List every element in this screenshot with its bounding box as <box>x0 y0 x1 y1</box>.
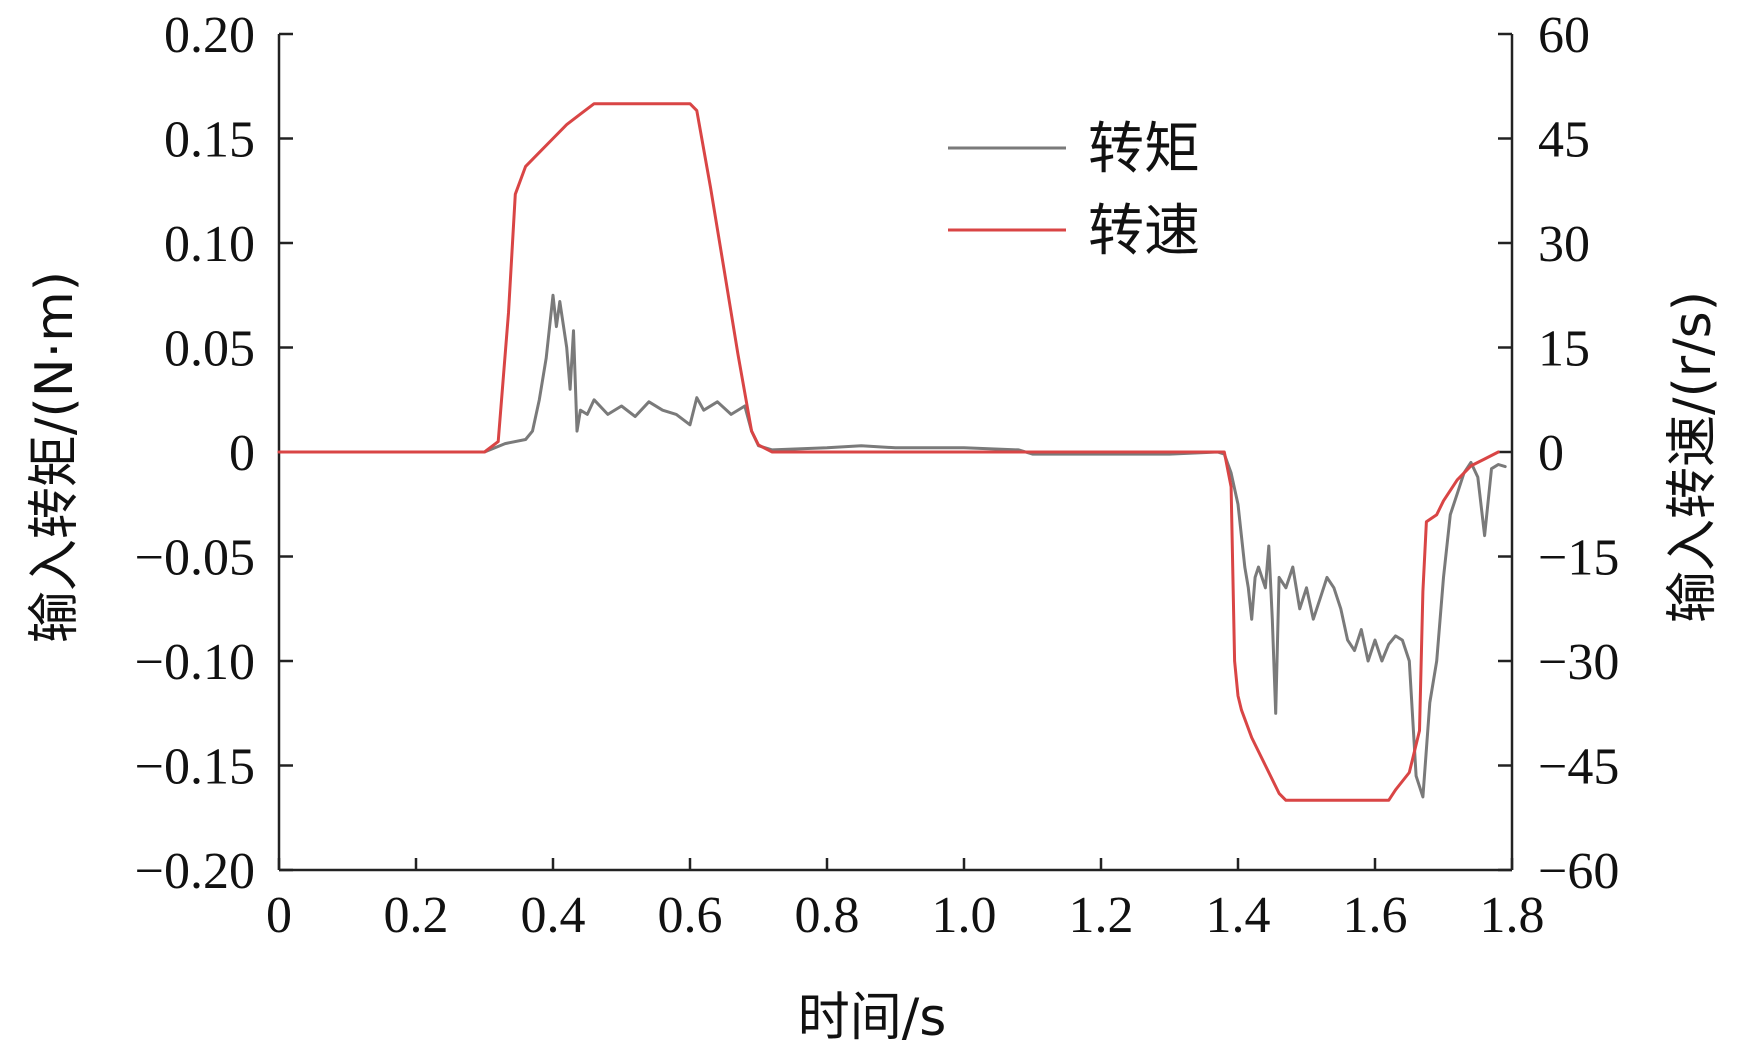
left-y-tick-label: 0.20 <box>164 7 255 64</box>
right-y-tick-label: −30 <box>1538 634 1619 691</box>
left-y-tick-label: 0.05 <box>164 321 255 378</box>
series-line-torque <box>277 293 1507 799</box>
left-y-tick-label: 0 <box>229 425 255 482</box>
right-y-tick-label: −60 <box>1538 843 1619 900</box>
x-tick-label: 1.4 <box>1206 887 1271 944</box>
left-y-axis-ticks: 0.20 0.15 0.10 0.05 0 −0.05 −0.10 −0.15 −0.20 <box>135 7 293 900</box>
x-tick-label: 1.2 <box>1069 887 1134 944</box>
left-y-tick-label: −0.05 <box>135 530 255 587</box>
right-y-tick-label: 0 <box>1538 425 1564 482</box>
x-tick-label: 1.6 <box>1343 887 1408 944</box>
right-y-tick-label: 15 <box>1538 321 1590 378</box>
left-y-tick-label: 0.10 <box>164 216 255 273</box>
right-y-axis-title: 输入转速/(r/s) <box>1663 291 1723 623</box>
x-tick-label: 1.8 <box>1480 887 1545 944</box>
right-y-tick-label: 45 <box>1538 112 1590 169</box>
left-y-axis-title: 输入转矩/(N·m) <box>25 271 85 643</box>
left-y-tick-label: −0.10 <box>135 634 255 691</box>
left-y-tick-label: −0.15 <box>135 739 255 796</box>
x-tick-label: 0.8 <box>795 887 860 944</box>
x-tick-label: 0 <box>266 887 292 944</box>
series-line-speed <box>277 102 1500 802</box>
right-y-tick-label: 30 <box>1538 216 1590 273</box>
left-y-tick-label: 0.15 <box>164 112 255 169</box>
x-tick-label: 0.6 <box>658 887 723 944</box>
x-axis-ticks: 0 0.2 0.4 0.6 0.8 1.0 1.2 1.4 1.6 1.8 <box>266 858 1545 944</box>
x-tick-label: 0.4 <box>521 887 586 944</box>
right-y-tick-label: 60 <box>1538 7 1590 64</box>
left-y-tick-label: −0.20 <box>135 843 255 900</box>
legend-label: 转速 <box>1088 199 1200 264</box>
right-y-tick-label: −15 <box>1538 530 1619 587</box>
legend-label: 转矩 <box>1088 117 1200 182</box>
x-axis-title: 时间/s <box>798 988 947 1048</box>
series-layer <box>277 102 1507 802</box>
right-y-tick-label: −45 <box>1538 739 1619 796</box>
right-y-axis-ticks: 60 45 30 15 0 −15 −30 −45 −60 <box>1498 7 1619 900</box>
x-tick-label: 0.2 <box>384 887 449 944</box>
x-tick-label: 1.0 <box>932 887 997 944</box>
